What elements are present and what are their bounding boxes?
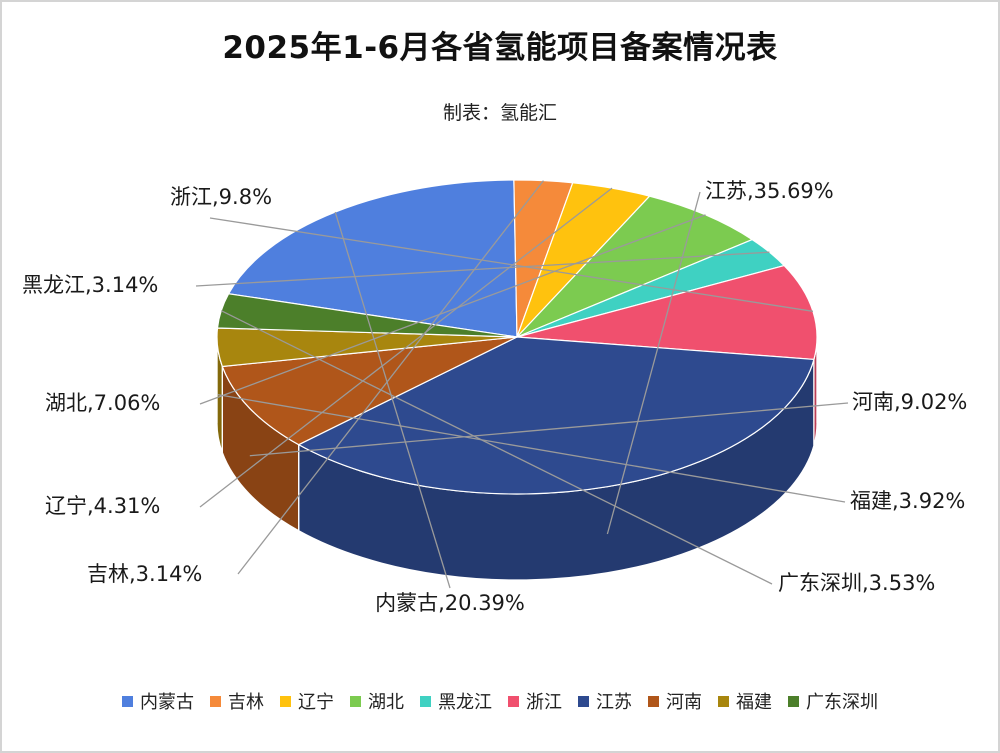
- leader-line-福建: [217, 393, 846, 503]
- legend-label: 浙江: [526, 692, 562, 713]
- leader-line-吉林: [237, 180, 544, 575]
- legend-label: 内蒙古: [140, 692, 194, 713]
- legend-swatch: [578, 695, 589, 707]
- leader-line-江苏: [606, 191, 701, 535]
- legend-label: 辽宁: [298, 692, 334, 713]
- leader-line-河南: [249, 402, 849, 457]
- data-label-吉林: 吉林,3.14%: [87, 562, 202, 586]
- chart-subtitle: 制表：氢能汇: [442, 102, 557, 124]
- leader-line-浙江: [209, 217, 814, 312]
- legend-label: 吉林: [228, 692, 264, 713]
- legend-item-福建: 福建: [718, 688, 772, 714]
- legend-label: 江苏: [596, 692, 632, 713]
- chart-legend: 内蒙古 吉林 辽宁 湖北 黑龙江 浙江 江苏 河南 福建 广东深圳: [0, 688, 1000, 714]
- data-label-内蒙古: 内蒙古,20.39%: [375, 591, 525, 615]
- legend-swatch: [718, 695, 729, 707]
- legend-item-河南: 河南: [648, 688, 702, 714]
- chart-title: 2025年1-6月各省氢能项目备案情况表: [222, 30, 778, 66]
- leader-line-广东深圳: [220, 310, 773, 585]
- legend-swatch: [420, 695, 431, 707]
- legend-label: 黑龙江: [438, 692, 492, 713]
- data-label-广东深圳: 广东深圳,3.53%: [778, 571, 935, 595]
- legend-label: 福建: [736, 692, 772, 713]
- data-label-黑龙江: 黑龙江,3.14%: [22, 273, 158, 297]
- legend-label: 湖北: [368, 692, 404, 713]
- legend-item-湖北: 湖北: [350, 688, 404, 714]
- legend-item-浙江: 浙江: [508, 688, 562, 714]
- legend-label: 河南: [666, 692, 702, 713]
- legend-item-内蒙古: 内蒙古: [122, 688, 194, 714]
- legend-swatch: [280, 695, 291, 707]
- data-label-湖北: 湖北,7.06%: [45, 391, 160, 415]
- legend-label: 广东深圳: [806, 692, 878, 713]
- legend-swatch: [648, 695, 659, 707]
- legend-swatch: [210, 695, 221, 707]
- leader-line-湖北: [199, 214, 706, 405]
- legend-item-广东深圳: 广东深圳: [788, 688, 878, 714]
- legend-item-辽宁: 辽宁: [280, 688, 334, 714]
- slice-河南: [221, 336, 518, 446]
- legend-swatch: [508, 695, 519, 707]
- legend-item-黑龙江: 黑龙江: [420, 688, 492, 714]
- legend-item-江苏: 江苏: [578, 688, 632, 714]
- data-label-辽宁: 辽宁,4.31%: [45, 494, 160, 518]
- slice-江苏: [297, 336, 815, 495]
- slice-湖北: [516, 195, 754, 338]
- legend-swatch: [350, 695, 361, 707]
- data-label-江苏: 江苏,35.69%: [705, 179, 834, 203]
- data-label-福建: 福建,3.92%: [850, 489, 965, 513]
- data-label-浙江: 浙江,9.8%: [170, 185, 272, 209]
- data-label-河南: 河南,9.02%: [852, 390, 967, 414]
- legend-item-吉林: 吉林: [210, 688, 264, 714]
- leader-line-内蒙古: [334, 211, 451, 589]
- leader-line-黑龙江: [195, 251, 770, 287]
- legend-swatch: [788, 695, 799, 707]
- legend-swatch: [122, 695, 133, 707]
